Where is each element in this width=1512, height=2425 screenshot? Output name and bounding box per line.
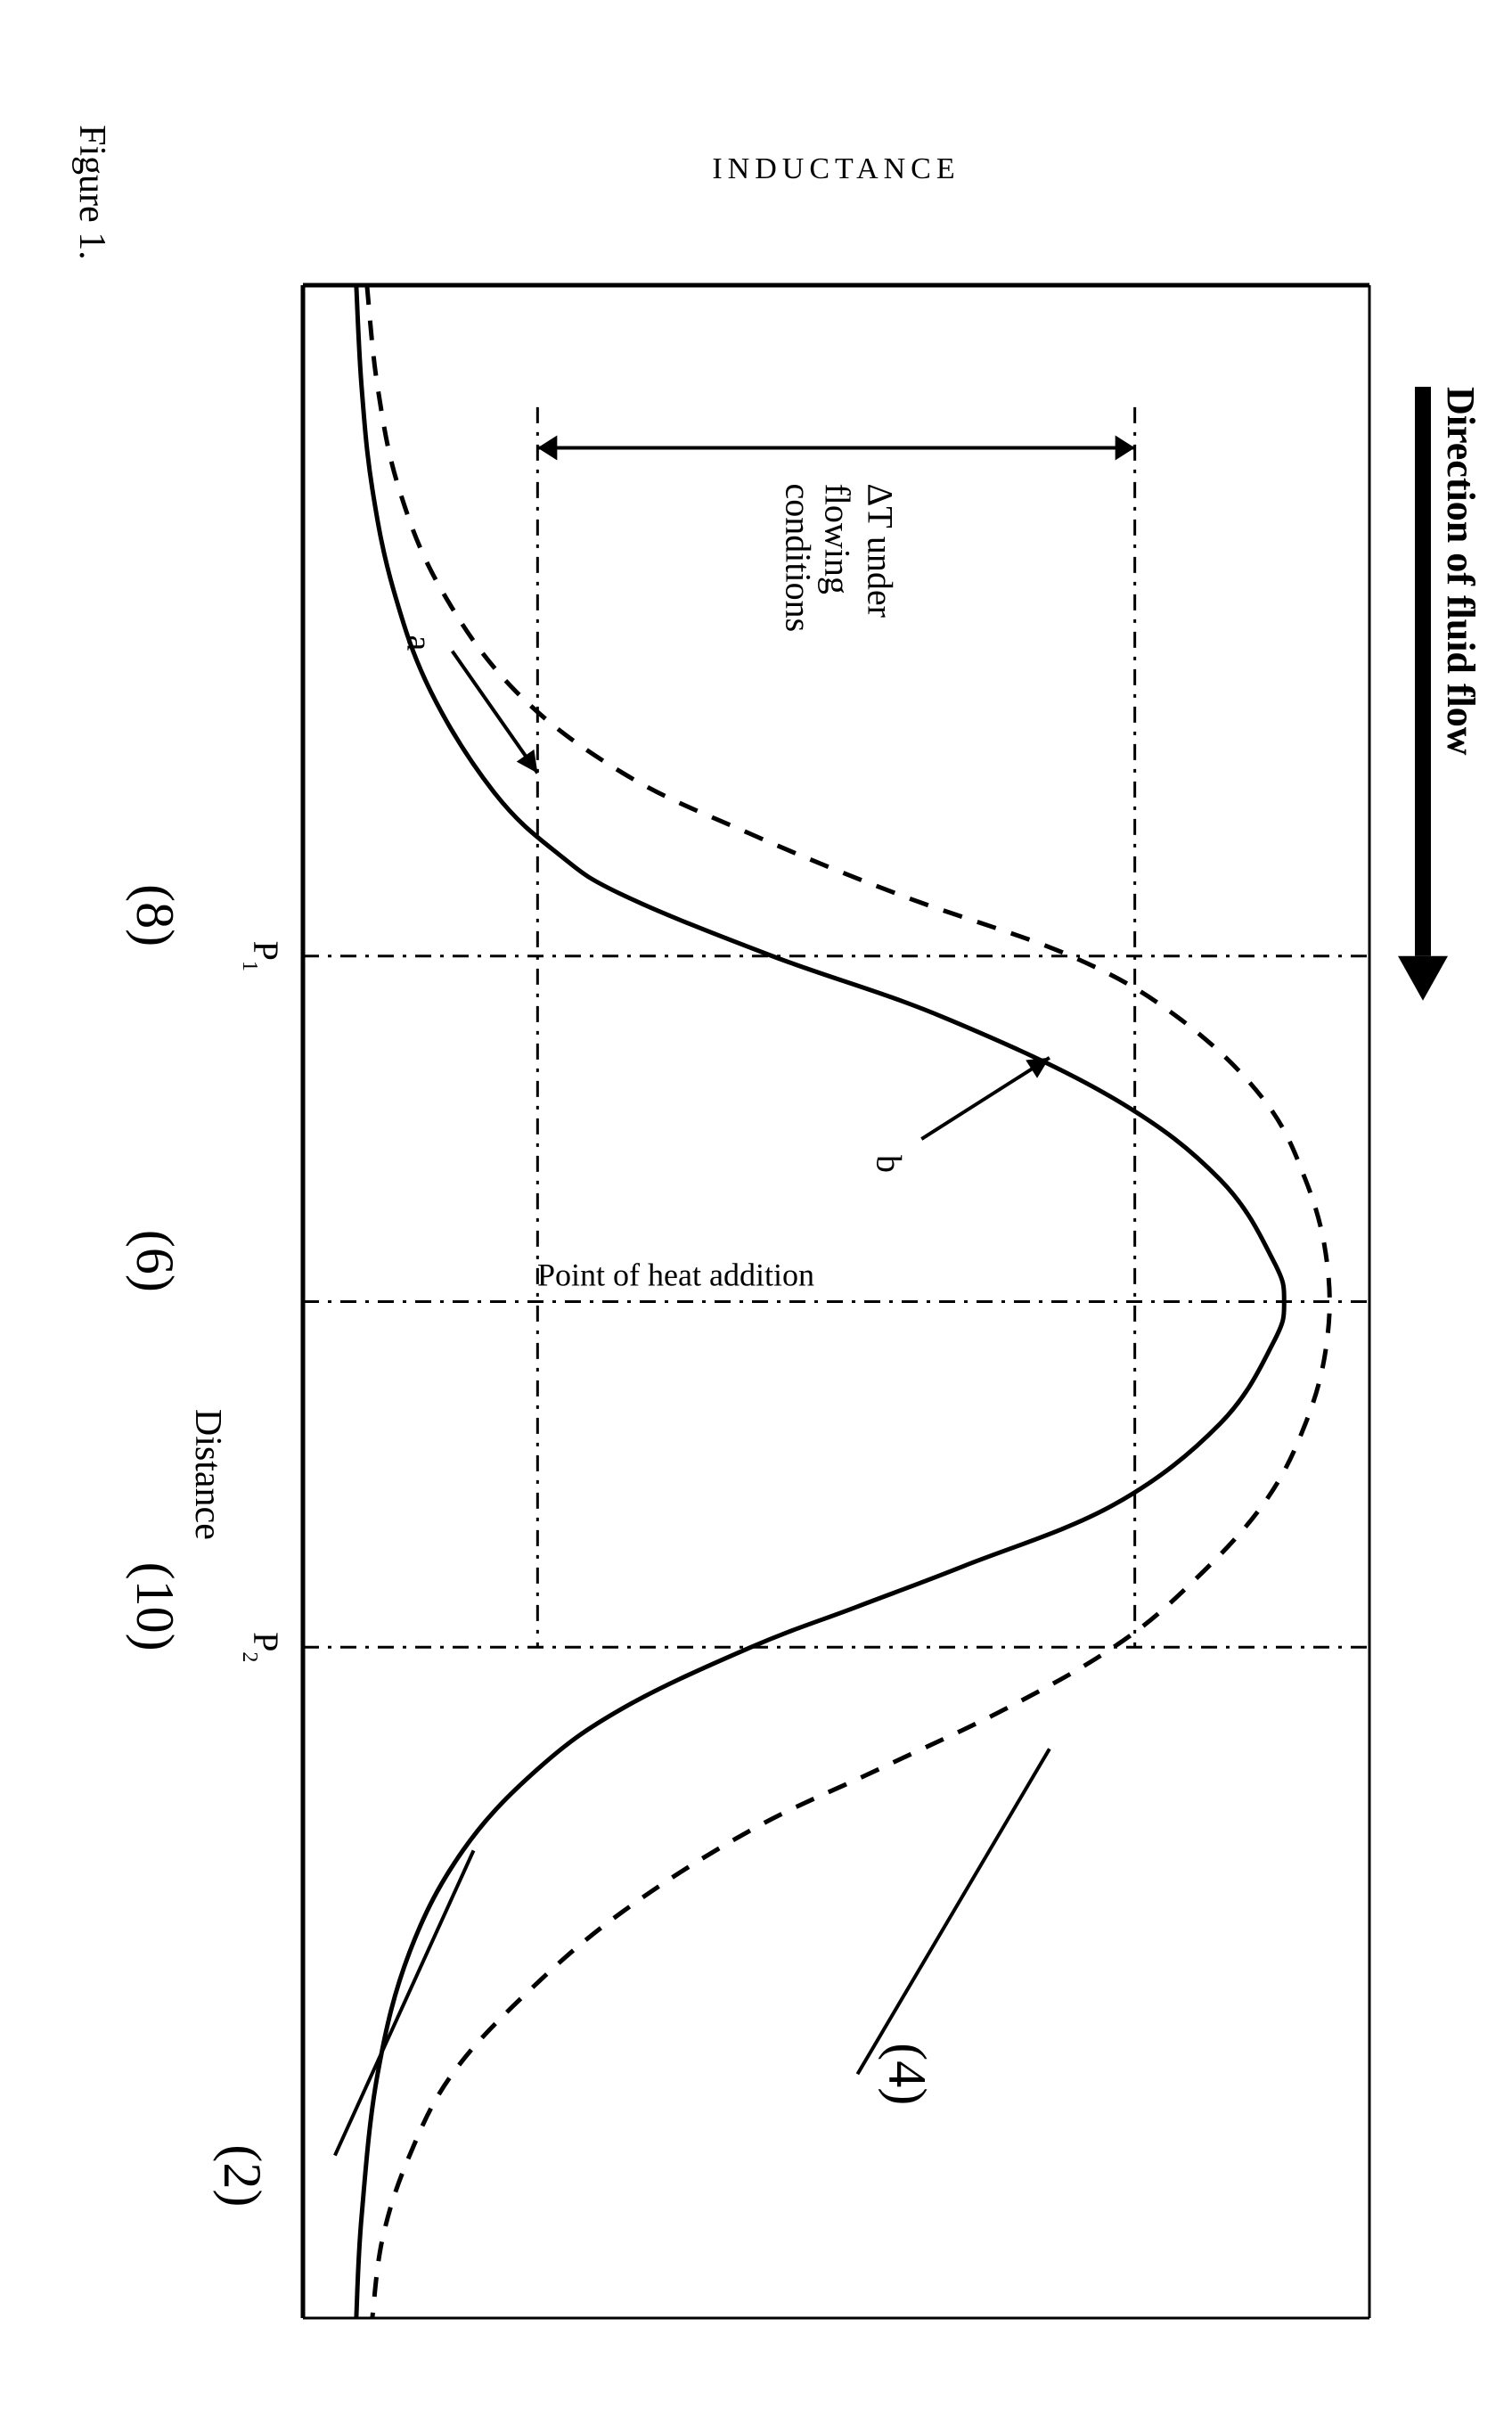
curve-b-label: b: [869, 1155, 909, 1173]
heat-line-label: Point of heat addition: [537, 1258, 814, 1293]
deltaT-label-line0: ΔT under: [861, 483, 901, 618]
figure-svg: ΔT underflowingconditions a b Point of heat…: [0, 0, 1512, 2425]
y-axis-label: INDUCTANCE: [712, 152, 960, 185]
callout-six: (6): [126, 1230, 184, 1292]
callout-eight: (8): [126, 884, 184, 946]
callout-ten: (10): [126, 1562, 184, 1651]
page: ΔT underflowingconditions a b Point of heat…: [0, 0, 1512, 2425]
figure-caption: Figure 1.: [71, 125, 112, 260]
callout-four: (4): [878, 2043, 936, 2105]
x-axis-label: Distance: [187, 1409, 228, 1540]
diagram-rotated-container: ΔT underflowingconditions a b Point of heat…: [0, 0, 1512, 2425]
deltaT-label-line1: flowing: [818, 483, 858, 594]
plot-bg: [0, 0, 1512, 2425]
callout-two: (2): [213, 2144, 272, 2207]
deltaT-label-line2: conditions: [779, 483, 819, 632]
flow-arrow-label: Direction of fluid flow: [1439, 387, 1483, 756]
curve-a-label: a: [400, 635, 440, 651]
